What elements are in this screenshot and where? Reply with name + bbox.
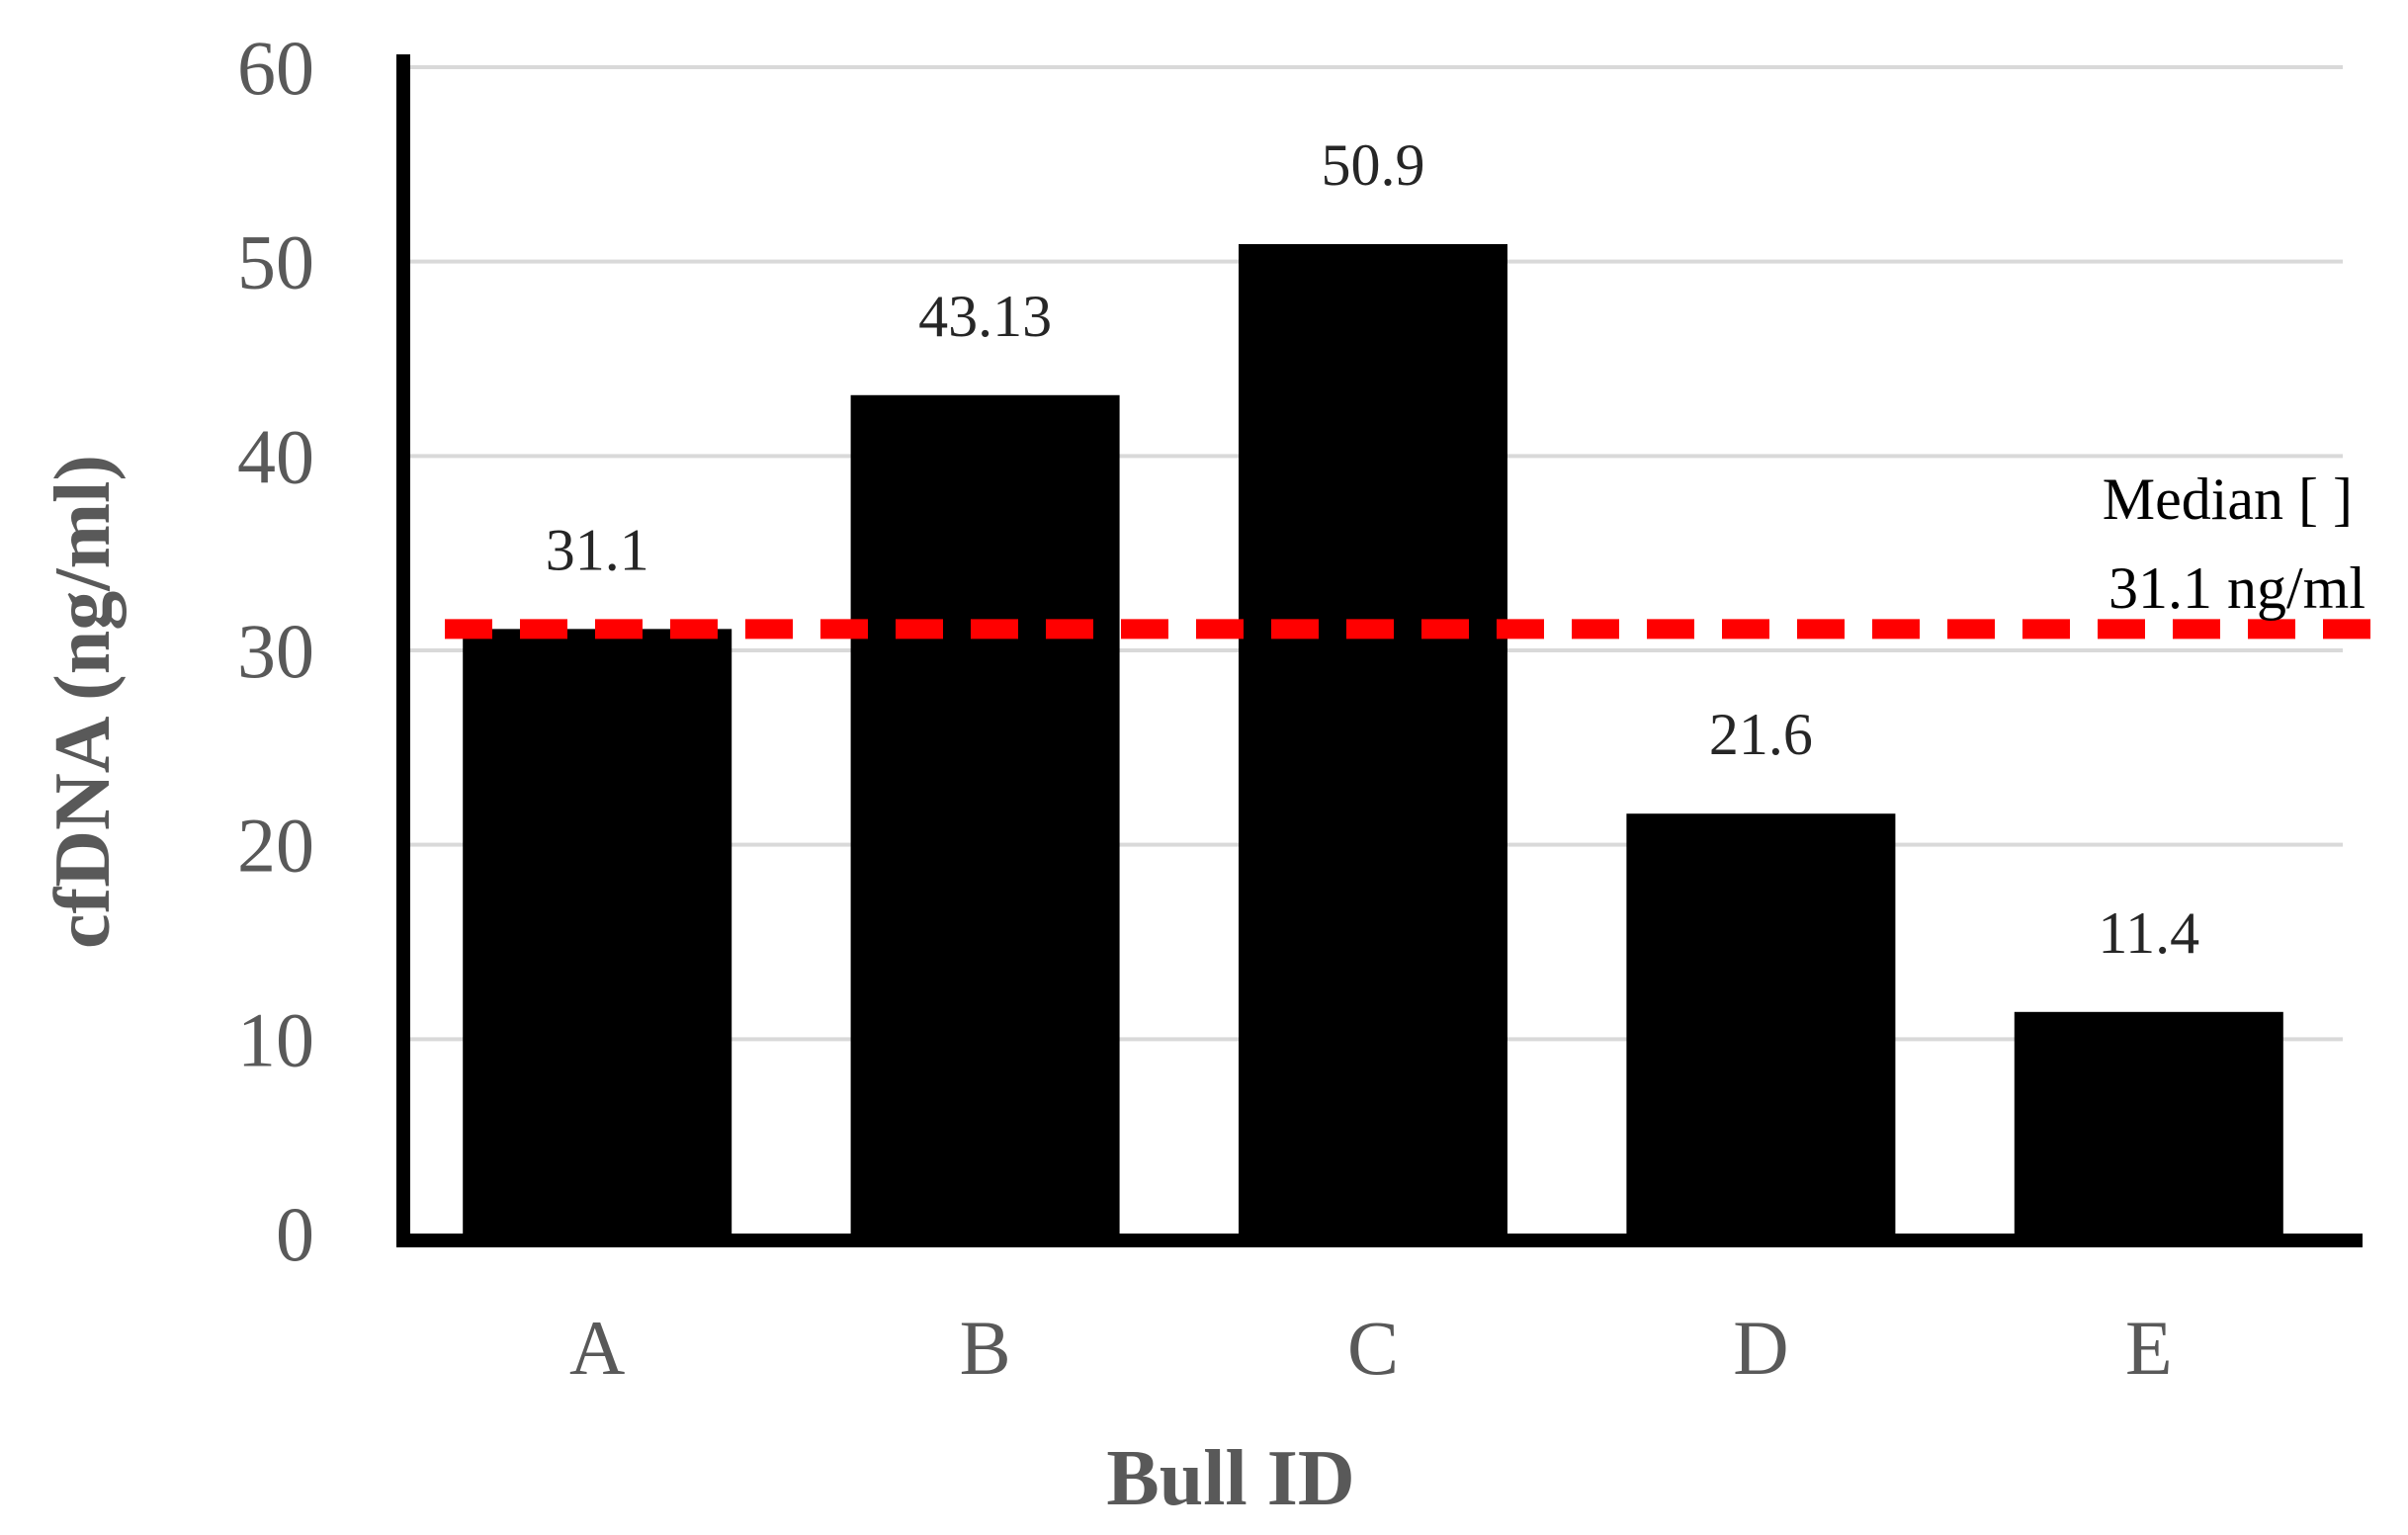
x-tick-label: D — [1733, 1305, 1788, 1391]
y-tick-label: 40 — [237, 413, 314, 499]
x-tick-label: E — [2125, 1305, 2173, 1391]
ref-label-line1: Median [ ] — [2103, 467, 2353, 532]
y-tick-label: 60 — [237, 25, 314, 111]
data-label: 43.13 — [918, 284, 1052, 349]
y-tick-label: 10 — [237, 996, 314, 1082]
y-tick-label: 30 — [237, 608, 314, 694]
y-tick-labels: 0 10 20 30 40 50 60 — [237, 25, 314, 1277]
data-label: 11.4 — [2098, 900, 2199, 966]
bar-D — [1626, 813, 1896, 1234]
y-tick-label: 20 — [237, 803, 314, 889]
x-tick-label: A — [569, 1305, 625, 1391]
data-label: 50.9 — [1322, 132, 1425, 198]
data-label: 21.6 — [1709, 702, 1813, 767]
y-tick-label: 50 — [237, 219, 314, 305]
bars — [463, 243, 2283, 1234]
ref-label-line2: 31.1 ng/ml — [2108, 555, 2365, 621]
x-tick-labels: A B C D E — [569, 1305, 2173, 1391]
bar-B — [850, 394, 1120, 1234]
y-axis-title: cfDNA (ng/ml) — [40, 455, 127, 949]
bar-C — [1239, 243, 1507, 1234]
bar-A — [463, 629, 732, 1234]
data-label: 31.1 — [546, 517, 649, 582]
data-labels: 31.1 43.13 50.9 21.6 11.4 — [546, 132, 2199, 966]
bar-E — [2014, 1011, 2283, 1234]
y-tick-label: 0 — [276, 1191, 314, 1277]
x-tick-label: B — [960, 1305, 1011, 1391]
x-axis-title: Bull ID — [1106, 1435, 1354, 1522]
x-tick-label: C — [1347, 1305, 1399, 1391]
axes — [396, 54, 2363, 1247]
